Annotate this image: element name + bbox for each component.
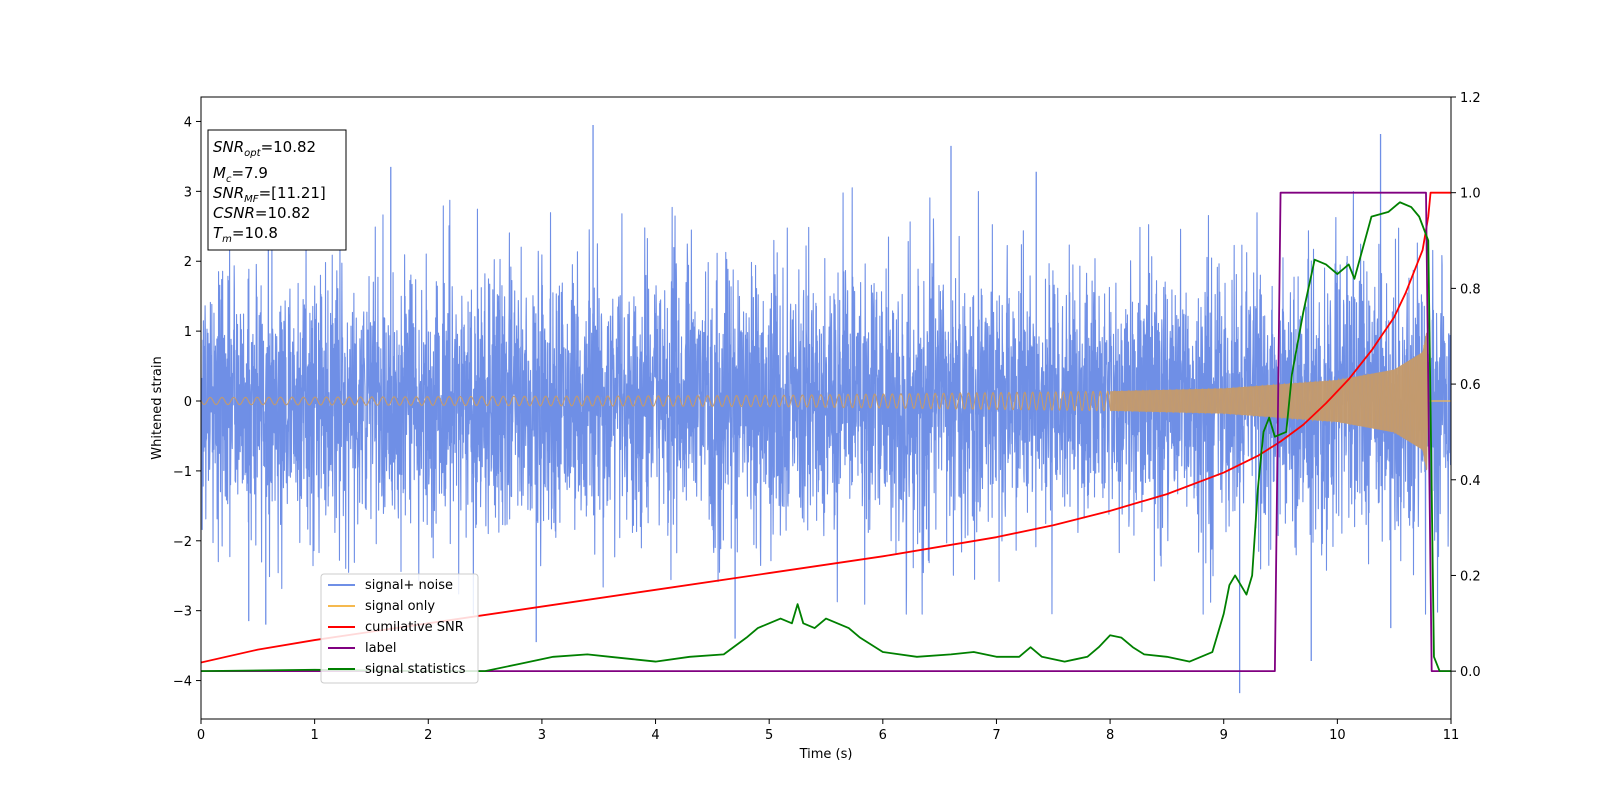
y2-tick-label-3: 0.6 — [1460, 378, 1481, 393]
x-tick-label-6: 6 — [879, 728, 887, 743]
y-tick-label-5: −1 — [173, 465, 192, 480]
y-tick-label-3: 1 — [184, 325, 192, 340]
legend-entry-label: label — [365, 641, 396, 656]
x-tick-label-1: 1 — [310, 728, 318, 743]
y-tick-label-0: 4 — [184, 115, 192, 130]
x-tick-label-7: 7 — [992, 728, 1000, 743]
x-tick-label-0: 0 — [197, 728, 205, 743]
info-csnr: CSNR=10.82 — [213, 204, 310, 222]
y-tick-label-1: 3 — [184, 185, 192, 200]
legend-entry-snr: cumilative SNR — [365, 620, 464, 635]
x-tick-label-9: 9 — [1220, 728, 1228, 743]
x-tick-label-2: 2 — [424, 728, 432, 743]
y-axis-label: Whitened strain — [150, 356, 165, 459]
y-tick-label-4: 0 — [184, 395, 192, 410]
chart-figure: 0 1 2 3 4 5 6 7 8 9 10 1143210−1−2−3−41.21.00.80.60… — [0, 0, 1600, 800]
legend-entry-stat: signal statistics — [365, 662, 466, 677]
y-tick-label-7: −3 — [173, 605, 192, 620]
y2-tick-label-4: 0.4 — [1460, 474, 1481, 489]
y-tick-label-2: 2 — [184, 255, 192, 270]
x-tick-label-3: 3 — [538, 728, 546, 743]
legend-entry-noise: signal+ noise — [365, 578, 453, 593]
info-snr-opt: SNRopt=10.82 — [213, 138, 316, 159]
y-tick-label-8: −4 — [173, 675, 192, 690]
info-box: SNRopt=10.82 Mc=7.9 SNRMF=[11.21] CSNR=1… — [208, 130, 346, 250]
y-tick-label-6: −2 — [173, 535, 192, 550]
x-tick-label-4: 4 — [651, 728, 659, 743]
legend: signal+ noise signal only cumilative SNR… — [321, 574, 478, 683]
info-snr-mf: SNRMF=[11.21] — [213, 184, 326, 205]
y2-tick-label-2: 0.8 — [1460, 282, 1481, 297]
x-tick-label-5: 5 — [765, 728, 773, 743]
y2-tick-label-0: 1.2 — [1460, 91, 1481, 106]
x-tick-label-8: 8 — [1106, 728, 1114, 743]
y2-tick-label-5: 0.2 — [1460, 569, 1481, 584]
x-tick-label-10: 10 — [1329, 728, 1346, 743]
y2-tick-label-6: 0.0 — [1460, 665, 1481, 680]
info-mc: Mc=7.9 — [213, 164, 268, 185]
legend-entry-signal: signal only — [365, 599, 435, 614]
y2-tick-label-1: 1.0 — [1460, 187, 1481, 202]
x-axis-label: Time (s) — [799, 747, 853, 762]
x-tick-label-11: 11 — [1443, 728, 1460, 743]
